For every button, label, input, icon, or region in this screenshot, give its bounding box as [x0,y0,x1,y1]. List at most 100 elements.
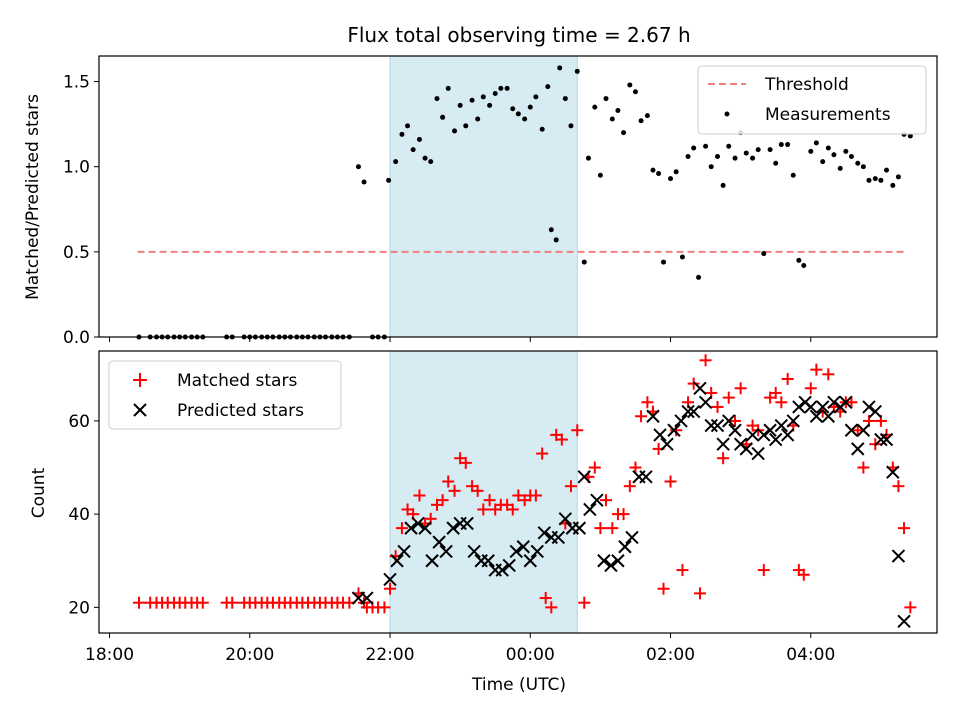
predicted-star-marker [710,418,725,433]
predicted-star-marker [604,558,618,573]
predicted-star-marker [751,446,765,461]
top-y-tick-label: 0.0 [63,328,90,348]
predicted-stars-points [351,381,911,629]
predicted-star-marker [397,544,411,559]
matched-star-marker [635,410,648,423]
matched-star-marker [555,433,568,446]
bottom-y-axis: 20 40 60 [68,412,99,618]
measurement-point [609,116,615,122]
measurement-point [434,96,440,102]
measurement-point [884,167,890,173]
predicted-star-marker [769,432,783,447]
matched-star-marker [459,456,472,469]
measurement-point [685,153,691,159]
predicted-star-marker [674,414,688,428]
predicted-star-marker [891,549,906,563]
measurement-point [767,147,773,153]
bottom-y-tick-label: 40 [68,505,90,525]
matched-star-marker [693,587,706,600]
predicted-star-marker [809,409,824,423]
matched-star-marker [594,522,607,535]
predicted-star-marker [886,465,900,479]
predicted-star-marker [681,404,695,419]
legend-predicted-label: Predicted stars [177,401,304,421]
measurement-point [890,182,896,188]
measurement-point [679,254,685,260]
predicted-star-marker [618,540,632,554]
measurement-point [592,104,598,110]
matched-star-marker [781,372,794,385]
measurement-point [445,85,451,91]
top-panel: 0.0 0.5 1.0 1.5 Matched/Predicted stars Thr… [23,55,938,348]
predicted-star-marker [862,400,876,414]
predicted-star-marker [844,423,859,437]
predicted-star-marker [502,558,516,573]
measurement-point [843,148,849,154]
measurement-point [522,116,528,122]
measurement-point [492,90,498,96]
predicted-star-marker [716,437,730,451]
matched-star-marker [578,596,591,609]
matched-star-marker [687,377,700,390]
measurement-point [656,171,662,177]
matched-star-marker [512,489,525,502]
matched-star-marker [711,400,724,413]
predicted-star-marker [625,530,639,545]
measurement-point [515,111,521,117]
measurement-point [510,106,516,112]
measurement-point [361,179,367,185]
measurement-point [504,85,510,91]
measurement-point [726,143,732,149]
bottom-legend: Matched stars Predicted stars [108,360,342,430]
predicted-star-marker [722,414,736,428]
predicted-star-marker [572,521,587,535]
matched-star-marker [734,382,747,395]
measurement-point [790,172,796,178]
predicted-star-marker [583,502,597,517]
top-y-tick-label: 1.5 [63,73,90,93]
matched-star-marker [722,391,735,404]
legend-predicted-swatch [133,403,147,417]
predicted-star-marker [611,554,625,568]
matched-star-marker [676,564,689,577]
predicted-star-marker [839,395,853,409]
measurement-point [487,102,493,108]
measurement-point [574,68,580,74]
measurement-point [548,227,554,233]
matched-star-marker [483,494,496,507]
matched-star-marker [539,592,552,605]
measurement-point [615,107,621,113]
predicted-star-marker [698,395,713,409]
measurement-point [422,155,428,161]
measurement-points [136,65,913,340]
measurement-point [860,164,866,170]
measurement-point [801,262,807,268]
predicted-star-marker [590,493,604,507]
measurement-point [650,167,656,173]
predicted-star-marker [577,470,591,484]
matched-star-marker [384,582,397,595]
matched-star-marker [892,480,905,493]
measurement-point [796,257,802,263]
measurement-point [872,176,878,182]
predicted-star-marker [467,544,481,559]
predicted-star-marker [390,554,404,568]
matched-star-marker [657,582,670,595]
measurement-point [355,164,361,170]
matched-star-marker [196,596,209,609]
measurement-point [386,177,392,183]
predicted-star-marker [851,442,865,456]
measurement-point [743,150,749,156]
measurement-point [533,94,539,100]
predicted-star-marker [879,432,894,447]
measurement-point [469,97,475,103]
measurement-point [557,65,563,71]
measurement-point [597,172,603,178]
measurement-point [813,140,819,146]
predicted-star-marker [897,614,911,629]
predicted-star-marker [774,418,789,433]
matched-star-marker [857,461,870,474]
matched-star-marker [629,461,642,474]
bottom-x-tick-label: 20:00 [225,645,274,665]
measurement-point [405,123,411,129]
